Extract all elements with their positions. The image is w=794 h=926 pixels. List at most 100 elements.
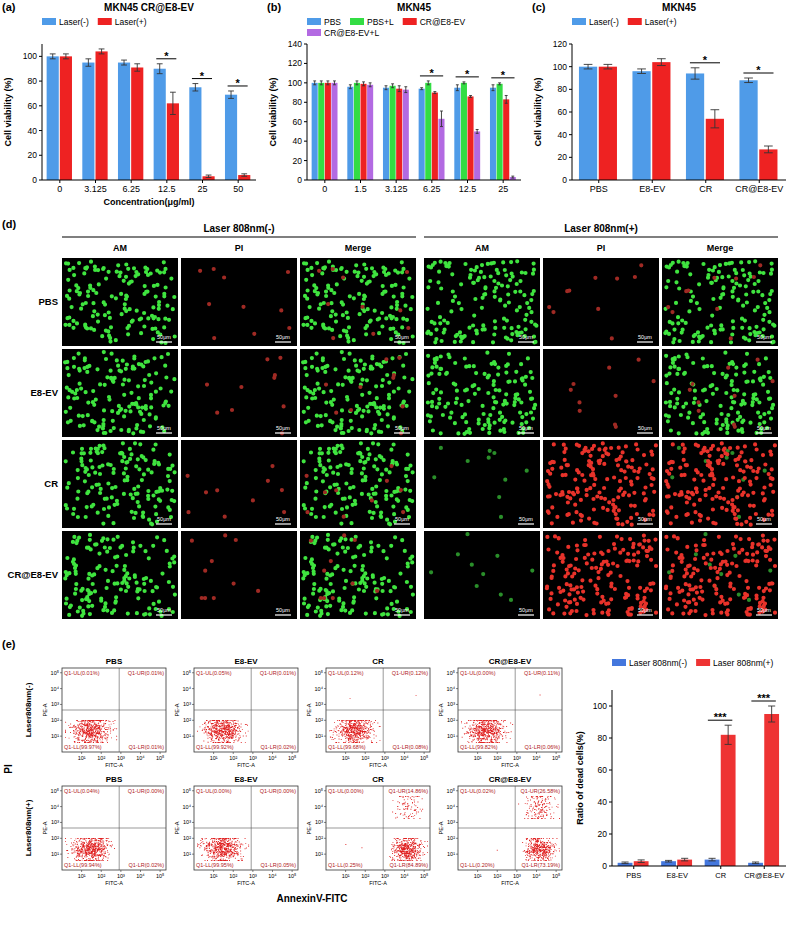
scale-bar (756, 341, 772, 342)
y-tick (192, 854, 194, 855)
micrograph-ground (300, 258, 416, 346)
y-tick (192, 790, 194, 791)
bar (432, 93, 438, 180)
x-tick-label: 12.5 (459, 184, 477, 194)
y-tick (60, 854, 62, 855)
y-tick-label: 10¹ (183, 851, 191, 857)
quadrant-label: Q1-UL(0.04%) (64, 788, 100, 794)
x-tick (213, 870, 214, 872)
micrograph: 50μm (300, 349, 416, 437)
y-tick-label: 120 (288, 58, 302, 68)
flow-plot: CRQ1-UL(0.12%)Q1-UR(0.12%)Q1-LL(99.68%)Q… (0, 0, 430, 768)
x-tick (101, 752, 102, 754)
plot-title: E8-EV (234, 775, 258, 784)
plot-frame (458, 786, 562, 870)
y-tick (60, 704, 62, 705)
y-tick-label: 10² (51, 717, 59, 723)
dead-cells (198, 267, 291, 340)
x-tick (202, 180, 203, 183)
y-tick-label: 10⁵ (183, 670, 191, 676)
x-tick-label: 10² (229, 873, 237, 879)
x-tick-label: E8-EV (666, 871, 688, 880)
bar (686, 73, 704, 180)
y-axis-title: Ratio of dead cells(%) (575, 731, 585, 825)
bar (383, 88, 389, 180)
error-bar (711, 110, 720, 128)
significance-mark: * (501, 69, 506, 81)
y-tick-label: 10⁴ (51, 804, 60, 810)
error-bar (462, 82, 465, 84)
y-tick-label: 0 (602, 861, 607, 871)
scale-bar-label: 50μm (519, 334, 533, 340)
y-tick (569, 180, 572, 181)
y-tick (60, 790, 62, 791)
y-tick (60, 736, 62, 737)
label-patch (391, 670, 429, 677)
y-tick (39, 180, 42, 181)
row-label: CR (44, 478, 58, 489)
plot-y-label: PE-A (174, 821, 180, 834)
label-patch (328, 788, 365, 795)
micrograph: 50μm (543, 349, 659, 437)
micrograph: 50μm (424, 531, 540, 619)
plot-frame (194, 668, 298, 752)
panel-label: (b) (267, 1, 281, 13)
bar (739, 80, 757, 180)
live-cells (302, 441, 415, 526)
x-tick-label: 0 (57, 184, 62, 194)
y-tick (304, 141, 307, 142)
micrograph-ground (424, 531, 540, 619)
plot-frame (62, 786, 166, 870)
error-bar (404, 87, 407, 93)
error-bar (691, 68, 700, 79)
x-tick (272, 752, 273, 754)
bar (60, 56, 72, 180)
x-tick (292, 870, 293, 872)
quadrant-label: Q1-LR(0.02%) (129, 862, 165, 868)
scale-bar (275, 614, 291, 615)
scale-bar (637, 341, 653, 342)
x-tick-label: 10¹ (78, 873, 86, 879)
scale-bar (156, 432, 172, 433)
scale-bar (156, 341, 172, 342)
x-tick (598, 180, 599, 183)
scale-bar (518, 341, 534, 342)
x-tick-label: 10⁴ (136, 873, 145, 879)
x-tick-label: 10² (229, 755, 237, 761)
legend-label: Laser 808nm(-) (629, 658, 687, 668)
plot-x-label: FITC-A (369, 762, 387, 768)
x-tick-label: 10³ (249, 873, 257, 879)
y-axis (307, 44, 308, 180)
x-tick (477, 752, 478, 754)
y-tick (324, 838, 326, 839)
plot-y-label: PE-A (438, 703, 444, 716)
scale-bar-label: 50μm (638, 425, 652, 431)
error-bar (362, 82, 365, 86)
quadrant-label: Q1-LL(99.68%) (328, 744, 366, 750)
x-tick-label: 10¹ (78, 755, 86, 761)
header-rule (62, 236, 416, 237)
x-tick-label: 10¹ (342, 873, 350, 879)
error-bar (228, 91, 234, 98)
y-tick (569, 112, 572, 113)
x-tick (431, 180, 432, 183)
channel-header: AM (475, 243, 489, 253)
bar (425, 83, 431, 180)
x-tick-label: 10⁵ (288, 755, 296, 761)
error-bar (85, 59, 91, 66)
error-bar (511, 176, 514, 178)
micrograph: 50μm (543, 258, 659, 346)
micrograph-ground (662, 531, 778, 619)
dead-cells (317, 267, 410, 340)
x-tick (556, 752, 557, 754)
y-tick (324, 806, 326, 807)
quadrant-label: Q1-LL(99.97%) (64, 744, 102, 750)
error-bar (492, 85, 495, 91)
live-cells (663, 259, 776, 344)
y-tick (609, 770, 612, 771)
y-tick (192, 704, 194, 705)
legend-label: PBS+L (367, 17, 394, 27)
plot-title: E8-EV (234, 657, 258, 666)
micrograph: 50μm (300, 440, 416, 528)
significance-mark: * (235, 77, 240, 89)
